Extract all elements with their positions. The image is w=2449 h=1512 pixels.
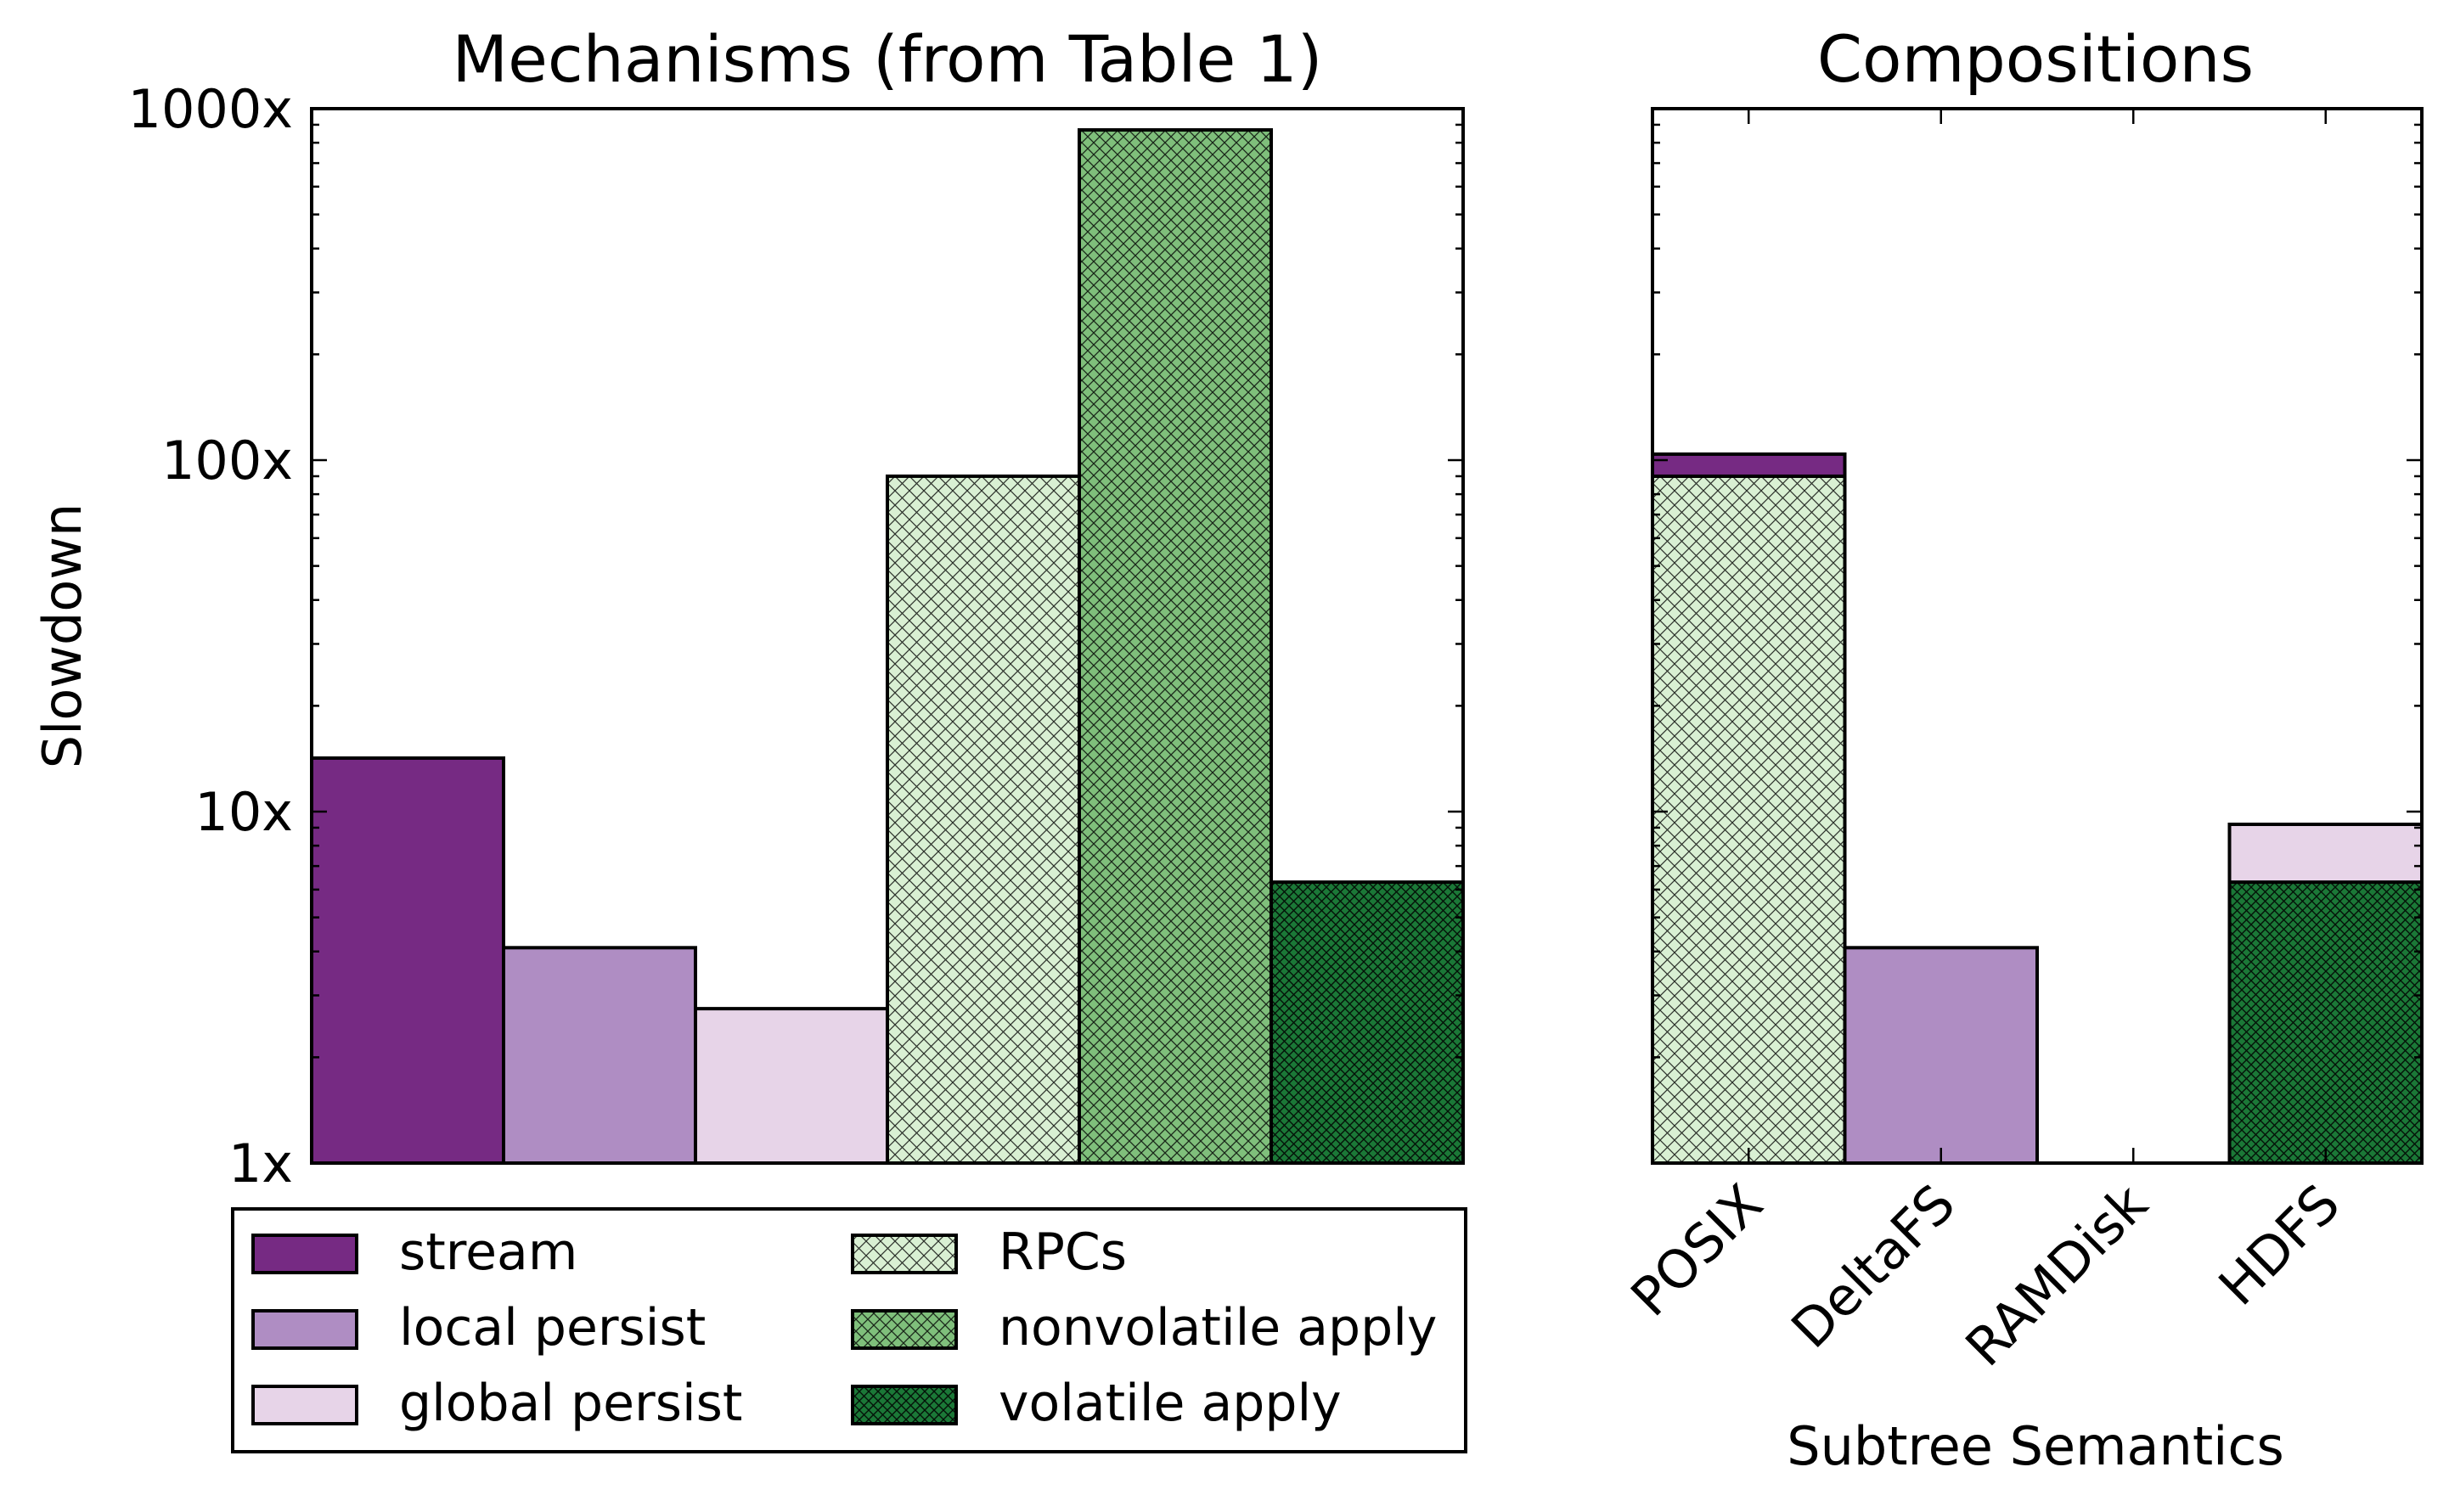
legend-swatch-global-persist	[253, 1386, 357, 1424]
legend-label-global-persist: global persist	[399, 1374, 742, 1433]
bar-posix-stream	[1652, 453, 1845, 476]
left-plot-frame	[310, 107, 1465, 1165]
bar-global-persist	[695, 1009, 887, 1163]
bar-deltafs-local-persist	[1844, 947, 2037, 1163]
legend-swatch-volatile-apply-outline	[851, 1385, 958, 1425]
right-plot-frame	[1651, 107, 2424, 1165]
legend-label-volatile-apply: volatile apply	[999, 1374, 1342, 1433]
legend-swatch-stream-outline	[251, 1234, 358, 1274]
left-chart-title: Mechanisms (from Table 1)	[453, 21, 1323, 97]
x-axis-label: Subtree Semantics	[1787, 1415, 2284, 1477]
bar-rpcs-hatch	[887, 475, 1079, 1163]
mechanisms-panel: 1x 10x 100x 1000x Mechanisms (from Table 1) S…	[31, 21, 1465, 1194]
y-tick-label: 1x	[228, 1133, 293, 1194]
x-tick-label-deltafs: DeltaFS	[1779, 1172, 1967, 1360]
y-tick-label: 100x	[161, 430, 293, 492]
bar-local-persist	[504, 947, 695, 1163]
bar-stream	[312, 757, 504, 1163]
bar-hdfs-global-persist	[2229, 823, 2422, 883]
legend-swatch-global-persist-outline	[251, 1385, 358, 1425]
legend-label-nonvolatile-apply: nonvolatile apply	[999, 1298, 1437, 1357]
legend-swatch-nonvolatile-apply-outline	[851, 1309, 958, 1350]
y-tick-label: 1000x	[128, 78, 293, 140]
bar-volatile-apply-hatch	[1271, 882, 1463, 1163]
legend-label-local-persist: local persist	[399, 1298, 706, 1357]
legend-frame	[231, 1207, 1467, 1453]
right-chart-title: Compositions	[1817, 21, 2254, 97]
legend-swatch-rpcs-outline	[851, 1234, 958, 1274]
x-tick-label-ramdisk: RAMDisk	[1954, 1172, 2159, 1378]
bar-hdfs-volatile-apply-hatch	[2229, 882, 2422, 1163]
legend-swatch-volatile-apply-hatch	[853, 1386, 956, 1424]
y-axis-label: Slowdown	[31, 503, 93, 769]
legend-label-stream: stream	[399, 1223, 577, 1282]
x-tick-label-posix: POSIX	[1619, 1172, 1774, 1328]
x-tick-label-hdfs: HDFS	[2207, 1172, 2352, 1318]
legend-swatch-local-persist	[253, 1311, 357, 1348]
legend: stream local persist global persist RPCs non…	[231, 1207, 1467, 1453]
legend-swatch-nonvolatile-apply-hatch	[853, 1311, 956, 1348]
bar-posix-rpcs-hatch	[1652, 475, 1845, 1163]
legend-label-rpcs: RPCs	[999, 1223, 1127, 1282]
legend-swatch-rpcs-hatch	[853, 1235, 956, 1273]
y-tick-label: 10x	[194, 781, 293, 843]
legend-swatch-local-persist-outline	[251, 1309, 358, 1350]
legend-swatch-stream	[253, 1235, 357, 1273]
bar-nonvolatile-apply-hatch	[1079, 130, 1271, 1163]
